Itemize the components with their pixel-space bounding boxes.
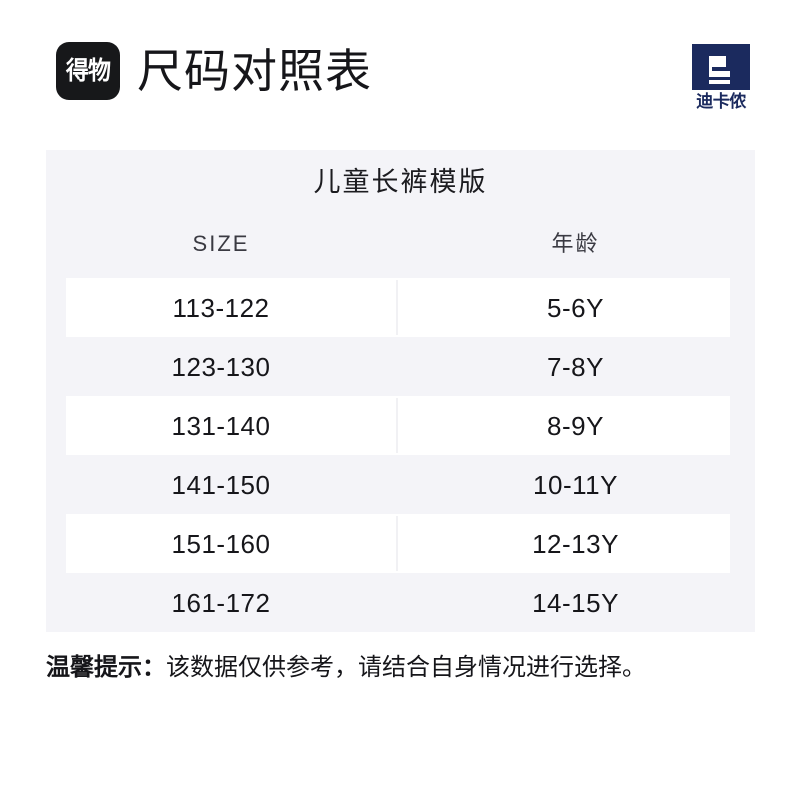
decathlon-brand-name: 迪卡侬	[696, 92, 746, 111]
cell-size: 131-140	[171, 410, 271, 441]
footer-note-label: 温馨提示：	[46, 654, 166, 681]
table-title: 儿童长裤模版	[313, 167, 488, 197]
footer-note: 温馨提示：该数据仅供参考，请结合自身情况进行选择。	[46, 654, 758, 683]
dewu-logo-label: 得物	[65, 56, 111, 85]
column-divider	[396, 398, 398, 453]
cell-size: 141-150	[171, 469, 271, 500]
page-title: 尺码对照表	[137, 45, 372, 97]
column-divider	[396, 280, 398, 335]
cell-age: 14-15Y	[532, 587, 619, 618]
decathlon-logo-icon	[692, 44, 750, 90]
table-row: 131-140 8-9Y	[46, 396, 755, 455]
cell-size: 113-122	[172, 292, 270, 323]
cell-age: 10-11Y	[533, 469, 618, 500]
cell-age: 12-13Y	[532, 528, 619, 559]
brand-block: 得物 尺码对照表	[56, 42, 372, 100]
cell-age: 5-6Y	[547, 292, 604, 323]
column-header-age: 年龄	[551, 230, 600, 256]
row-background	[66, 396, 730, 455]
cell-size: 161-172	[171, 587, 271, 618]
table-row: 113-122 5-6Y	[46, 278, 755, 337]
decathlon-brand: 迪卡侬	[690, 44, 752, 112]
row-background	[66, 514, 730, 573]
dewu-logo-icon: 得物	[56, 42, 120, 100]
table-row: 161-172 14-15Y	[46, 573, 755, 632]
cell-size: 151-160	[171, 528, 271, 559]
cell-age: 8-9Y	[547, 410, 604, 441]
column-header-size: SIZE	[192, 230, 250, 256]
cell-age: 7-8Y	[547, 351, 604, 382]
table-row: 123-130 7-8Y	[46, 337, 755, 396]
page-header: 得物 尺码对照表 迪卡侬	[0, 0, 800, 150]
table-title-row: 儿童长裤模版	[46, 150, 755, 209]
column-divider	[396, 516, 398, 571]
table-header-row: SIZE 年龄	[46, 209, 755, 278]
size-chart-table: 儿童长裤模版 SIZE 年龄 113-122 5-6Y 123-130 7-8Y…	[46, 150, 755, 632]
footer-note-text: 该数据仅供参考，请结合自身情况进行选择。	[166, 654, 646, 681]
cell-size: 123-130	[171, 351, 271, 382]
row-background	[66, 278, 730, 337]
table-row: 141-150 10-11Y	[46, 455, 755, 514]
table-row: 151-160 12-13Y	[46, 514, 755, 573]
